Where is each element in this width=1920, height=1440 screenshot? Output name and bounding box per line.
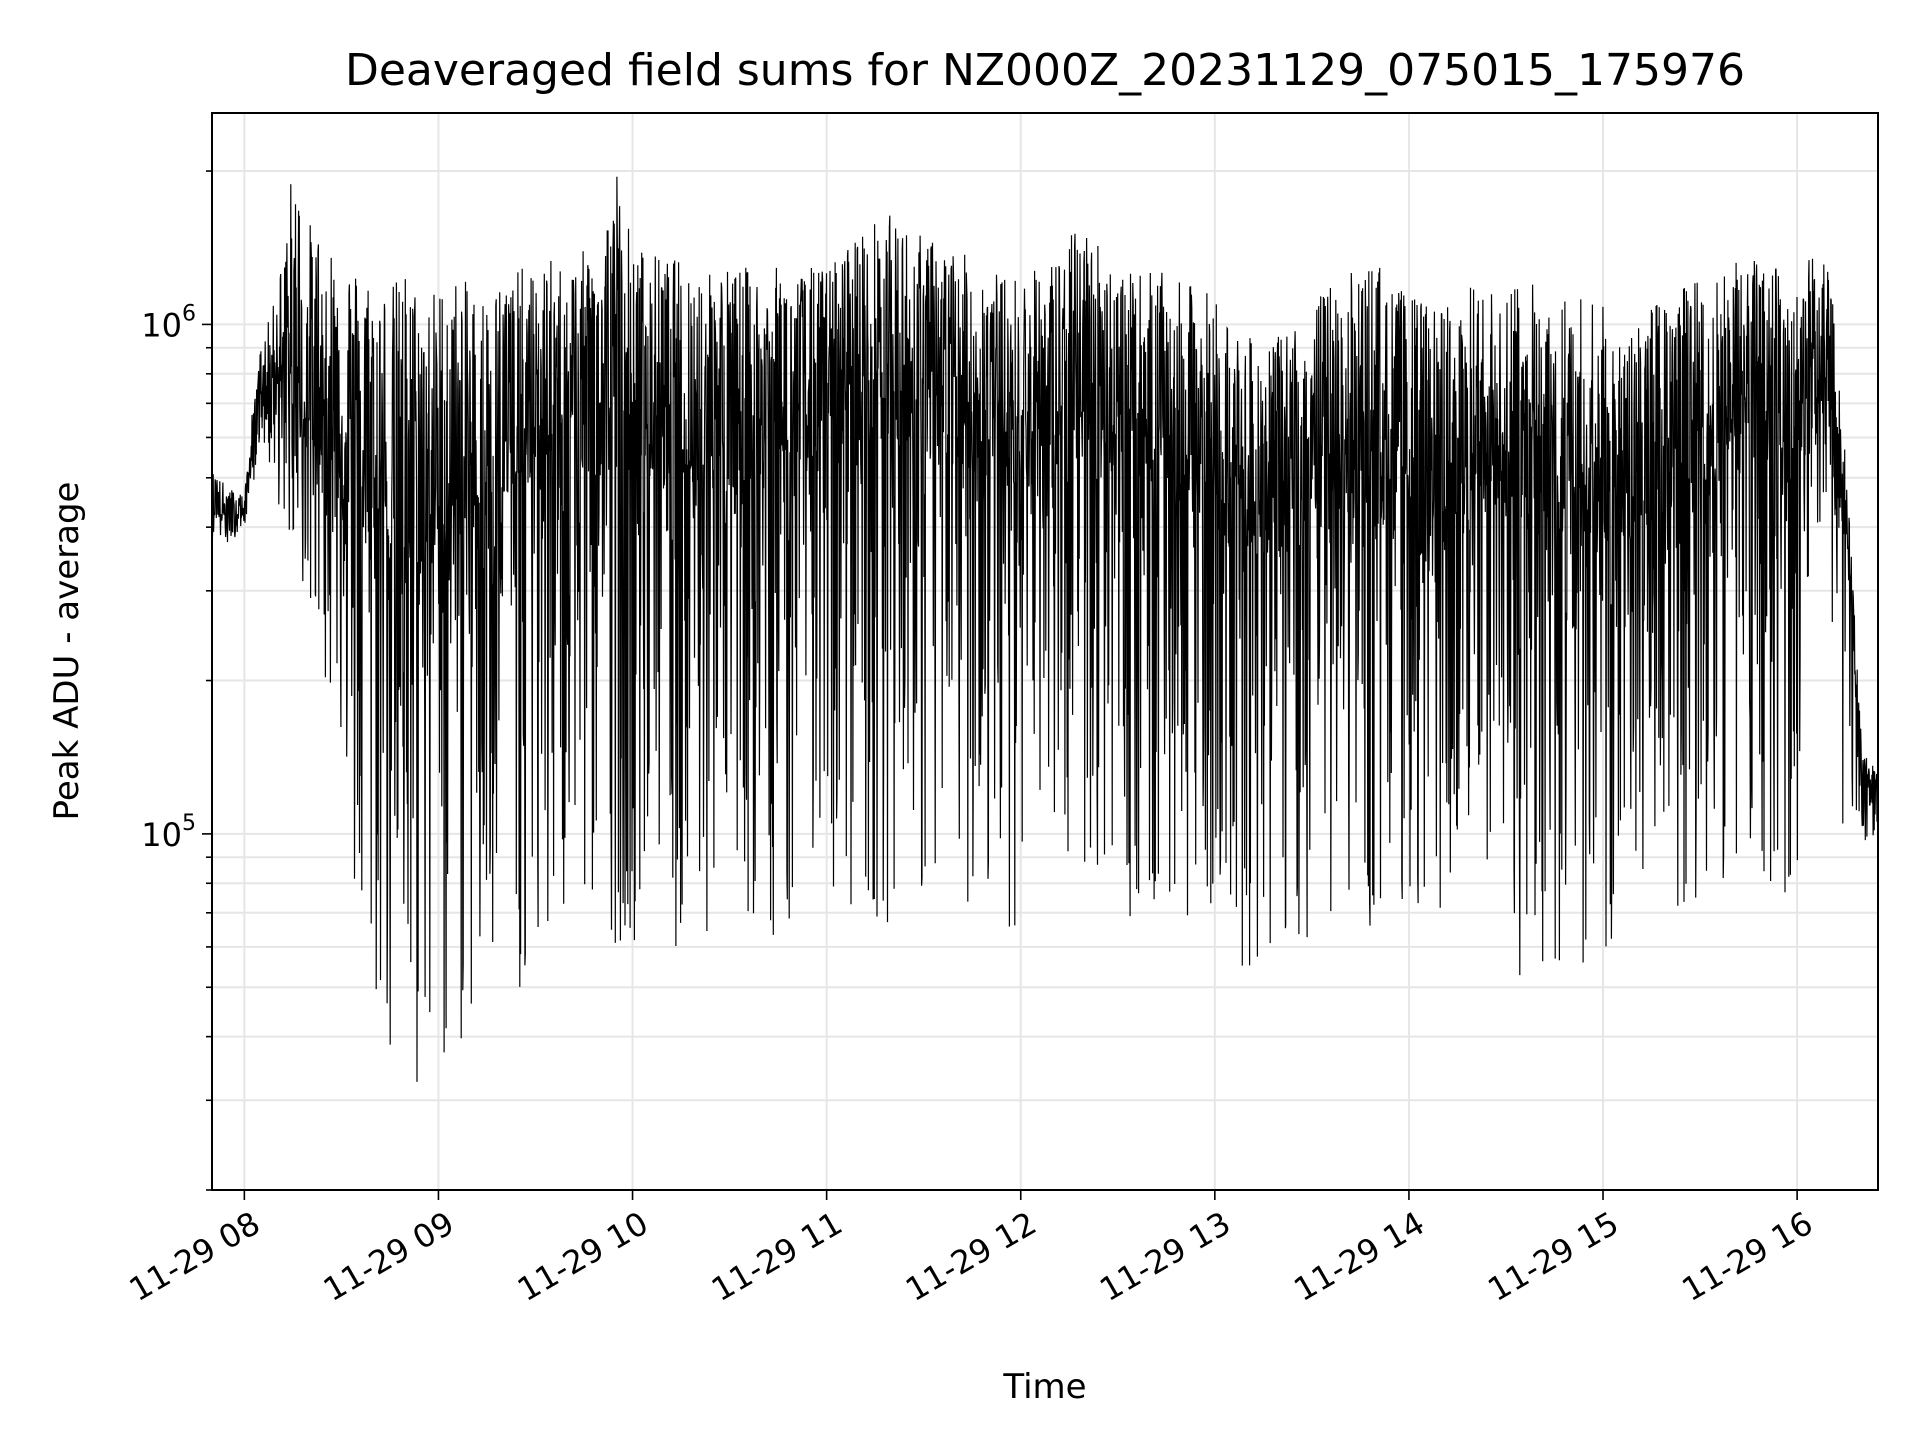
x-axis: 11-29 08 11-29 09 11-29 10 11-29 11 11-29 12… — [123, 1190, 1819, 1309]
x-tick-label: 11-29 11 — [705, 1204, 849, 1309]
x-tick-label: 11-29 08 — [123, 1204, 267, 1309]
series-line-0 — [211, 176, 1879, 1082]
x-tick-label: 11-29 13 — [1093, 1204, 1237, 1309]
x-tick-label: 11-29 09 — [317, 1204, 461, 1309]
chart-title: Deaveraged field sums for NZ000Z_2023112… — [345, 45, 1745, 96]
x-tick-label: 11-29 15 — [1481, 1204, 1625, 1309]
y-axis: 105 106 — [141, 170, 212, 1191]
x-tick-label: 11-29 16 — [1676, 1204, 1820, 1309]
x-axis-label: Time — [1002, 1367, 1086, 1407]
x-tick-label: 11-29 12 — [899, 1204, 1043, 1309]
x-tick-label: 11-29 10 — [511, 1204, 655, 1309]
plot-frame — [211, 112, 1879, 1191]
y-tick-label: 105 — [141, 811, 196, 854]
y-tick-label: 106 — [141, 301, 196, 344]
y-axis-label: Peak ADU - average — [47, 482, 87, 821]
series-group — [211, 176, 1879, 1082]
x-tick-label: 11-29 14 — [1287, 1204, 1431, 1309]
